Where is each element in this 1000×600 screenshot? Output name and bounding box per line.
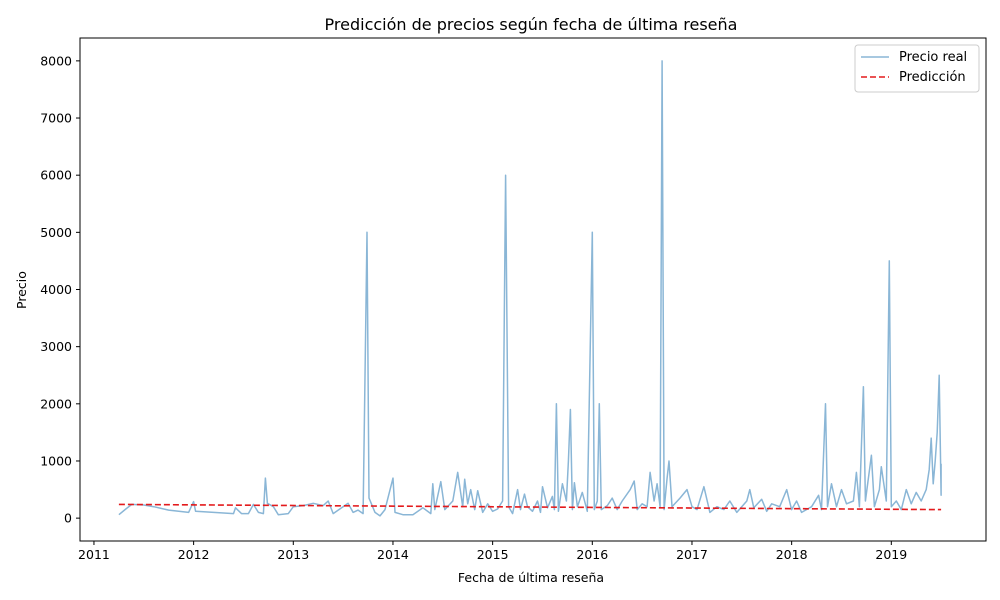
legend: Precio real Predicción: [854, 44, 980, 93]
legend-label-precio-real: Precio real: [899, 50, 967, 65]
y-tick-label: 0: [64, 511, 72, 526]
x-tick-label: 2015: [477, 547, 509, 562]
ticks-layer: 2011 2012 2013 2014 2015 2016 2017 2018 2019 0 100…: [40, 53, 907, 562]
y-tick-label: 8000: [40, 53, 72, 68]
x-tick-label: 2019: [875, 547, 907, 562]
y-tick-label: 7000: [40, 111, 72, 126]
x-tick-label: 2016: [576, 547, 608, 562]
x-axis-label: Fecha de última reseña: [458, 570, 604, 585]
y-tick-label: 6000: [40, 168, 72, 183]
y-tick-label: 3000: [40, 339, 72, 354]
series-layer: [118, 60, 942, 517]
chart-title: Predicción de precios según fecha de últ…: [325, 15, 738, 34]
legend-label-prediccion: Predicción: [899, 70, 966, 85]
series-line-precio-real: [118, 60, 942, 517]
plot-frame: [79, 37, 987, 542]
y-tick-label: 5000: [40, 225, 72, 240]
x-tick-label: 2013: [277, 547, 309, 562]
x-tick-label: 2018: [776, 547, 808, 562]
y-tick-label: 1000: [40, 453, 72, 468]
y-axis-label: Precio: [14, 271, 29, 309]
series-line-prediccion: [118, 503, 942, 511]
y-tick-label: 4000: [40, 282, 72, 297]
x-tick-label: 2011: [78, 547, 110, 562]
y-tick-label: 2000: [40, 396, 72, 411]
x-tick-label: 2017: [676, 547, 708, 562]
x-tick-label: 2012: [178, 547, 210, 562]
x-tick-label: 2014: [377, 547, 409, 562]
